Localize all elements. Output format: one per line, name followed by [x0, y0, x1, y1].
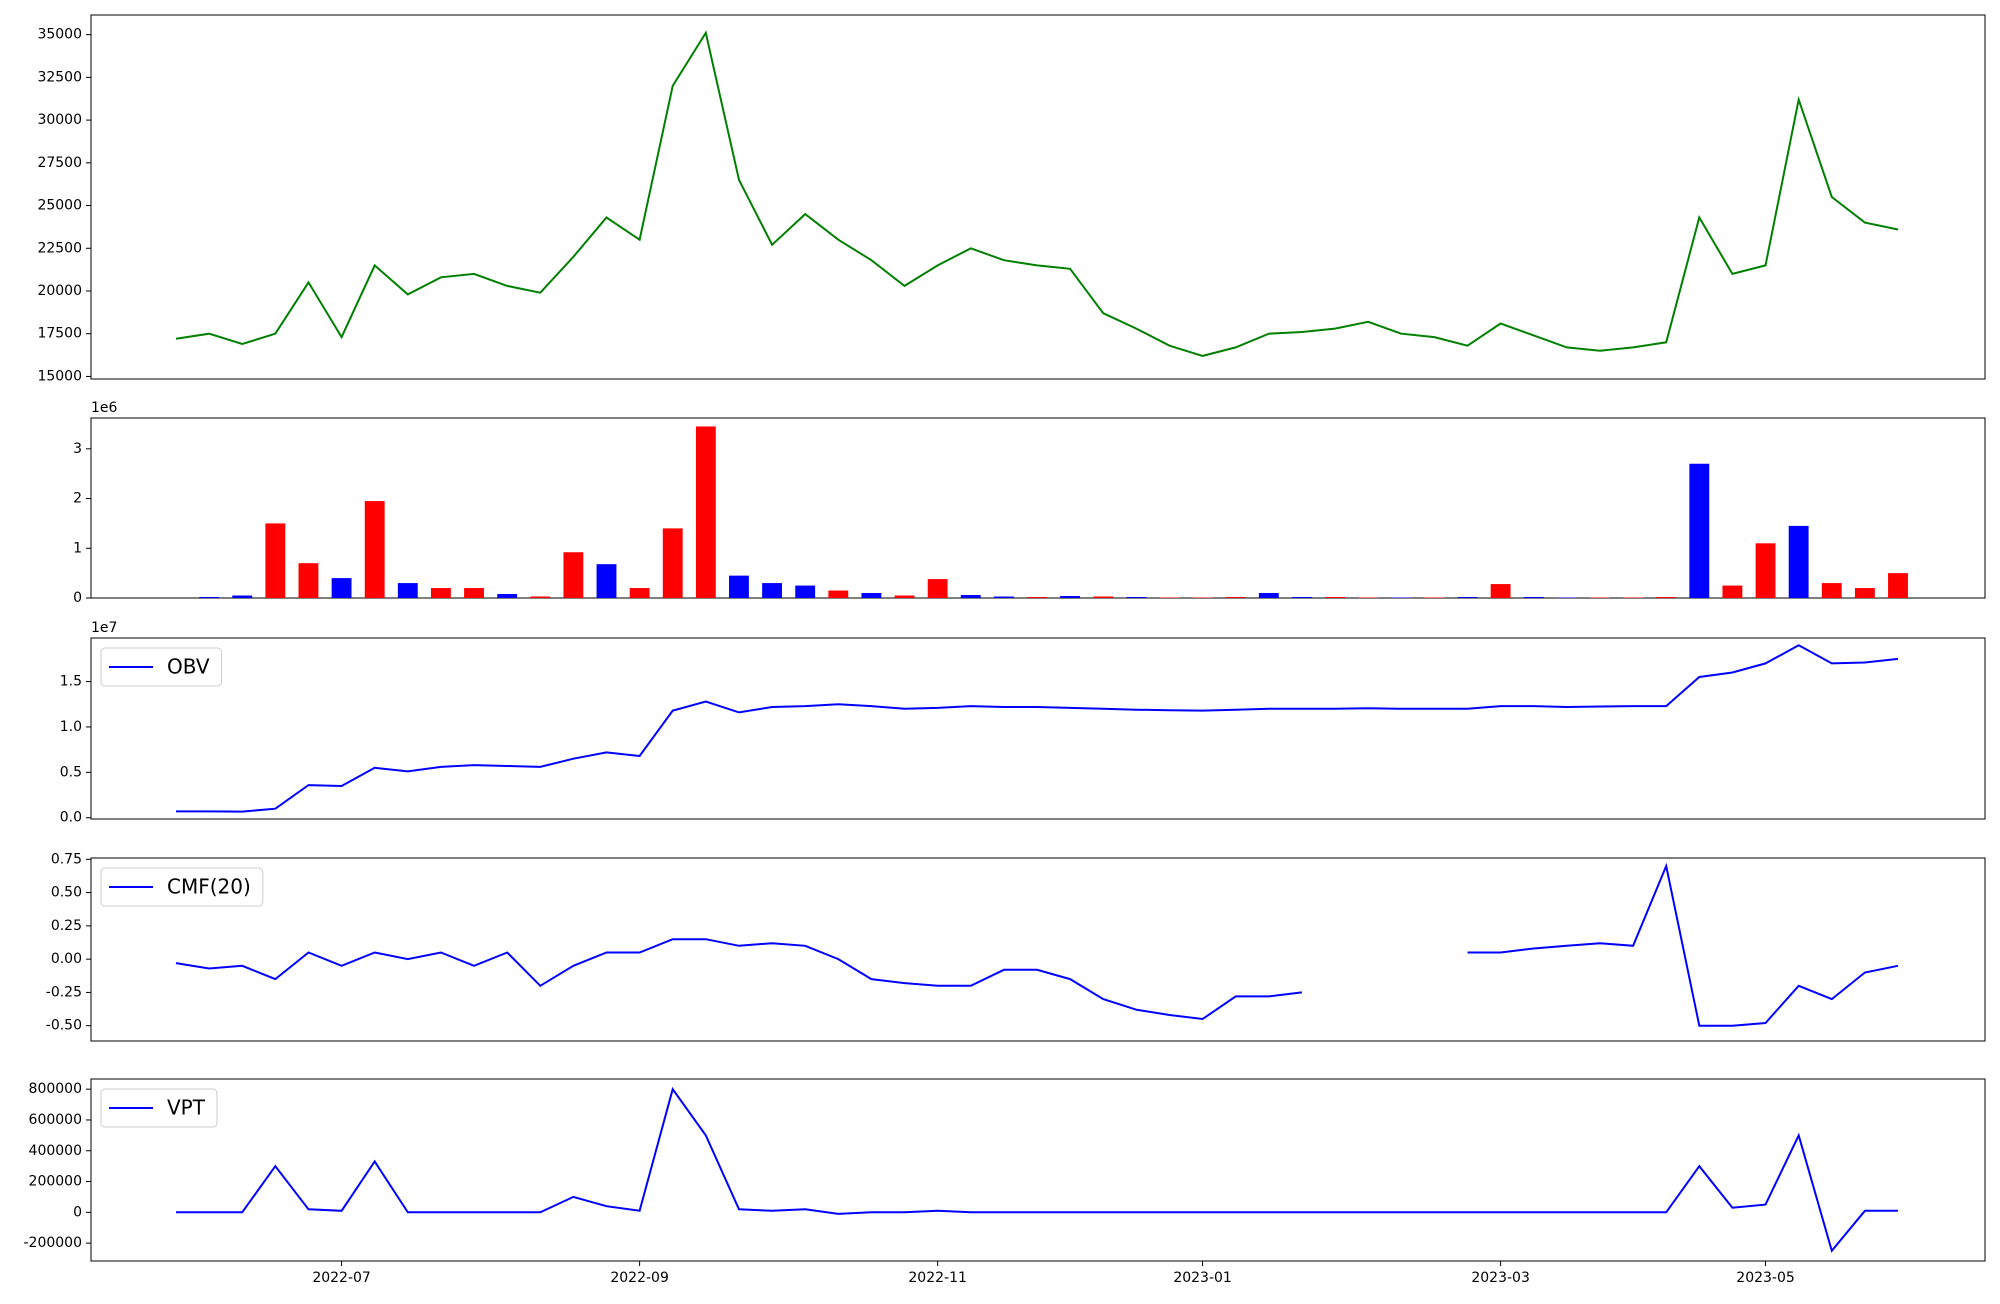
x-tick-label: 2023-05 [1736, 1270, 1795, 1286]
bar [563, 552, 583, 598]
bar [365, 501, 385, 598]
axis-offset-label: 1e6 [91, 400, 118, 416]
bar [332, 578, 352, 598]
bar [431, 588, 451, 598]
y-tick-label: 0.75 [51, 851, 82, 867]
bar [1325, 597, 1345, 598]
y-tick-label: 27500 [37, 155, 82, 171]
y-tick-label: -0.25 [46, 984, 82, 1000]
y-tick-label: 200000 [29, 1174, 82, 1190]
y-tick-label: 25000 [37, 198, 82, 214]
y-tick-label: 32500 [37, 69, 82, 85]
bar [762, 583, 782, 598]
y-tick-label: 1 [73, 540, 82, 556]
bar [1524, 597, 1544, 598]
bar [928, 579, 948, 598]
y-tick-label: 0 [73, 590, 82, 606]
y-tick-label: 1.5 [60, 674, 82, 690]
bar [861, 593, 881, 598]
x-tick-label: 2022-07 [312, 1270, 371, 1286]
axis-offset-label: 1e7 [91, 620, 117, 636]
bar [299, 563, 319, 598]
bar [1292, 597, 1312, 598]
y-tick-label: 35000 [37, 27, 82, 43]
bar [1822, 583, 1842, 598]
bar [1689, 464, 1709, 598]
bar [630, 588, 650, 598]
bar [1458, 597, 1478, 598]
bar [265, 523, 285, 598]
legend-label: VPT [167, 1096, 206, 1120]
x-tick-label: 2023-01 [1173, 1270, 1232, 1286]
bar [398, 583, 418, 598]
y-tick-label: 17500 [37, 326, 82, 342]
legend-label: CMF(20) [167, 875, 251, 899]
y-tick-label: 2 [73, 491, 82, 507]
plot-frame [91, 858, 1985, 1041]
bar [1060, 596, 1080, 598]
bar [663, 528, 683, 598]
y-tick-label: 600000 [29, 1112, 82, 1128]
bar [961, 595, 981, 598]
bar [1789, 526, 1809, 598]
bar [1756, 543, 1776, 598]
bar [1491, 584, 1511, 598]
legend-label: OBV [167, 655, 210, 679]
bar [1722, 586, 1742, 598]
bar [1093, 597, 1113, 598]
bar [530, 597, 550, 598]
y-tick-label: 30000 [37, 112, 82, 128]
y-tick-label: 20000 [37, 283, 82, 299]
y-tick-label: 0.25 [51, 918, 82, 934]
y-tick-label: 3 [73, 441, 82, 457]
bar [828, 591, 848, 598]
bar [729, 576, 749, 598]
y-tick-label: 400000 [29, 1143, 82, 1159]
y-tick-label: 15000 [37, 368, 82, 384]
y-tick-label: 22500 [37, 240, 82, 256]
y-tick-label: 0.0 [60, 810, 82, 826]
x-tick-label: 2022-09 [610, 1270, 669, 1286]
x-tick-label: 2023-03 [1471, 1270, 1530, 1286]
bar [1226, 597, 1246, 598]
bar [597, 564, 617, 598]
y-tick-label: -200000 [24, 1235, 83, 1251]
y-tick-label: 0.00 [51, 951, 82, 967]
bar [1126, 597, 1146, 598]
y-tick-label: 0.5 [60, 764, 82, 780]
y-tick-label: 0.50 [51, 885, 82, 901]
bar [232, 596, 252, 598]
plot-frame [91, 638, 1985, 819]
line-series [176, 1089, 1898, 1251]
bar [497, 594, 517, 598]
bar [994, 597, 1014, 598]
plot-frame [91, 15, 1985, 379]
bar [1027, 597, 1047, 598]
bar [199, 597, 219, 598]
y-tick-label: -0.50 [46, 1018, 82, 1034]
bar [1656, 597, 1676, 598]
x-tick-label: 2022-11 [908, 1270, 967, 1286]
bar [464, 588, 484, 598]
bar [1888, 573, 1908, 598]
line-series [176, 33, 1898, 356]
bar [895, 596, 915, 598]
plot-frame [91, 1079, 1985, 1261]
bar [696, 426, 716, 598]
line-series [176, 866, 1898, 1026]
y-tick-label: 800000 [29, 1081, 82, 1097]
y-tick-label: 0 [73, 1204, 82, 1220]
line-series [176, 645, 1898, 811]
bar [795, 586, 815, 598]
bar [1855, 588, 1875, 598]
y-tick-label: 1.0 [60, 719, 82, 735]
bar [1259, 593, 1279, 598]
